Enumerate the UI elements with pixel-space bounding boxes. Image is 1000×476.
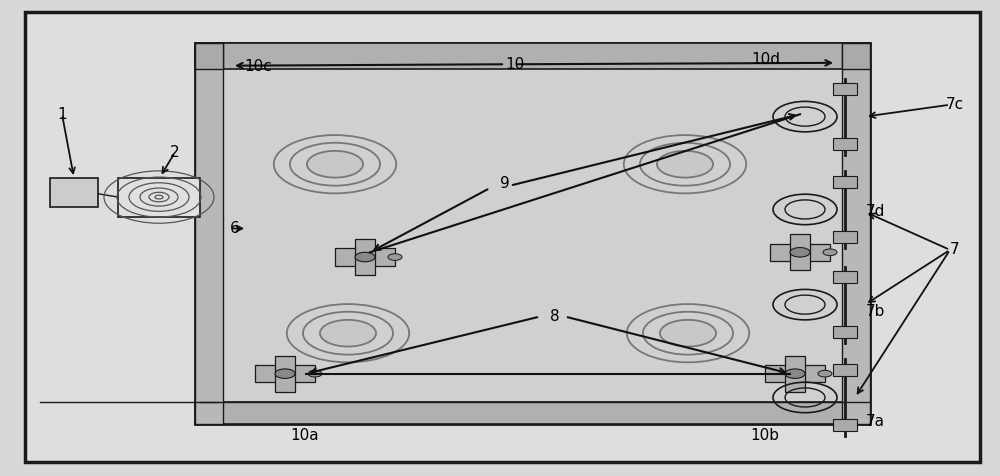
Text: 6: 6 (230, 221, 240, 236)
Bar (833, 419, 857, 431)
Text: 8: 8 (550, 309, 560, 324)
Text: 1: 1 (57, 107, 67, 122)
Text: 7a: 7a (866, 414, 885, 429)
Text: 9: 9 (500, 176, 510, 191)
Bar (118, 178, 200, 217)
Circle shape (388, 254, 402, 260)
Circle shape (790, 248, 810, 257)
Bar (255, 365, 315, 382)
Circle shape (818, 370, 832, 377)
Circle shape (823, 249, 837, 256)
Text: 7c: 7c (946, 97, 964, 112)
Bar (218, 52, 846, 412)
Circle shape (657, 151, 713, 178)
Bar (195, 43, 870, 424)
Bar (770, 244, 830, 261)
Text: 7d: 7d (865, 204, 885, 219)
Circle shape (785, 369, 805, 378)
Bar (195, 43, 223, 69)
Text: 2: 2 (170, 145, 180, 160)
Bar (833, 83, 857, 95)
Text: 10a: 10a (291, 428, 319, 443)
Bar (355, 239, 375, 275)
Bar (833, 271, 857, 283)
Bar (790, 234, 810, 270)
Bar (833, 176, 857, 188)
Circle shape (307, 151, 363, 178)
Bar (335, 248, 395, 266)
Bar (785, 356, 805, 392)
Circle shape (320, 320, 376, 347)
Bar (842, 43, 870, 424)
Bar (275, 356, 295, 392)
Bar (842, 43, 870, 69)
Text: 10b: 10b (750, 428, 780, 443)
Bar (50, 178, 98, 207)
Bar (195, 402, 870, 424)
Text: 10d: 10d (752, 52, 780, 67)
Circle shape (275, 369, 295, 378)
Bar (833, 138, 857, 150)
Bar (833, 231, 857, 243)
Bar (195, 43, 870, 69)
Text: 10: 10 (505, 57, 525, 72)
Bar (833, 364, 857, 376)
Circle shape (355, 252, 375, 262)
Bar (765, 365, 825, 382)
Circle shape (660, 320, 716, 347)
Bar (195, 43, 223, 424)
Bar (833, 326, 857, 338)
Text: 7: 7 (950, 242, 960, 258)
Text: 7b: 7b (865, 304, 885, 319)
Circle shape (308, 370, 322, 377)
Text: 10c: 10c (244, 59, 272, 74)
